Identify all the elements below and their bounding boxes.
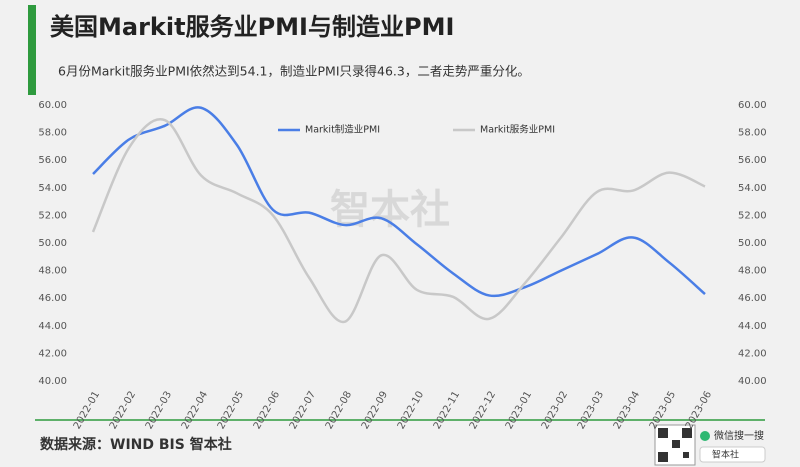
y-tick-label: 50.00 (38, 238, 67, 249)
x-tick-label: 2022-04 (180, 390, 210, 432)
y-tick-label: 54.00 (38, 183, 67, 194)
x-tick-label: 2023-04 (612, 390, 642, 432)
x-tick-label: 2022-03 (144, 390, 174, 432)
title-bar (28, 5, 36, 95)
x-tick-label: 2022-07 (288, 390, 318, 432)
x-tick-label: 2022-11 (432, 390, 462, 432)
y-tick-label: 46.00 (38, 293, 67, 304)
y2-tick-label: 40.00 (738, 376, 767, 387)
y2-tick-label: 48.00 (738, 266, 767, 277)
y2-tick-label: 46.00 (738, 293, 767, 304)
x-tick-label: 2022-12 (468, 390, 498, 432)
y2-tick-label: 58.00 (738, 128, 767, 139)
x-tick-label: 2022-08 (324, 390, 354, 432)
y-tick-label: 56.00 (38, 155, 67, 166)
series-line (92, 106, 706, 298)
x-tick-label: 2022-06 (252, 390, 282, 432)
y-tick-label: 44.00 (38, 321, 67, 332)
y2-tick-label: 44.00 (738, 321, 767, 332)
search-icon (700, 431, 710, 441)
subtitle: 6月份Markit服务业PMI依然达到54.1，制造业PMI只录得46.3，二者… (58, 64, 530, 79)
legend-label: Markit制造业PMI (305, 124, 380, 136)
x-tick-label: 2023-06 (684, 390, 714, 432)
x-tick-label: 2022-05 (216, 390, 246, 432)
x-tick-label: 2022-10 (396, 390, 426, 432)
chart-title: 美国Markit服务业PMI与制造业PMI (50, 13, 454, 41)
y-tick-label: 48.00 (38, 266, 67, 277)
search-box-text: 智本社 (712, 449, 739, 461)
y-tick-label: 52.00 (38, 210, 67, 221)
y2-tick-label: 42.00 (738, 348, 767, 359)
y-tick-label: 58.00 (38, 128, 67, 139)
y2-tick-label: 60.00 (738, 100, 767, 111)
qr-code (654, 424, 696, 466)
legend-label: Markit服务业PMI (480, 124, 555, 136)
search-hint: 微信搜一搜 (714, 429, 764, 442)
x-tick-label: 2022-02 (108, 390, 138, 432)
x-tick-label: 2023-03 (576, 390, 606, 432)
x-tick-label: 2022-01 (72, 390, 102, 432)
y-tick-label: 40.00 (38, 376, 67, 387)
y2-tick-label: 56.00 (738, 155, 767, 166)
y2-tick-label: 52.00 (738, 210, 767, 221)
series-line (91, 118, 706, 323)
x-tick-label: 2023-02 (540, 390, 570, 432)
search-box[interactable] (699, 446, 766, 463)
source: 数据来源：WIND BIS 智本社 (40, 436, 232, 453)
y2-tick-label: 50.00 (738, 238, 767, 249)
y-tick-label: 60.00 (38, 100, 67, 111)
y2-tick-label: 54.00 (738, 183, 767, 194)
y-tick-label: 42.00 (38, 348, 67, 359)
x-tick-label: 2023-01 (504, 390, 534, 432)
x-tick-label: 2022-09 (360, 390, 390, 432)
